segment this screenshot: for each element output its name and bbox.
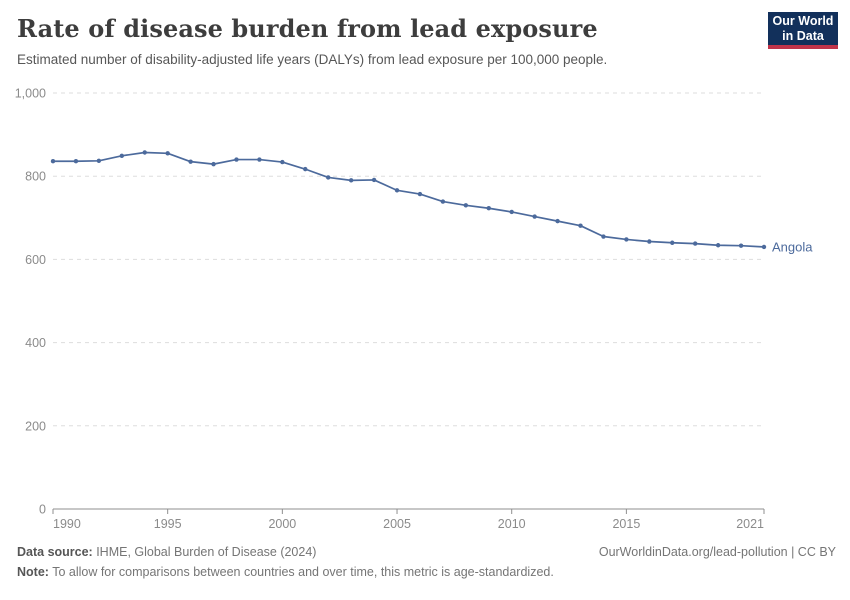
data-point: [463, 203, 469, 208]
footer-url: OurWorldinData.org/lead-pollution | CC B…: [598, 545, 836, 559]
y-tick-label: 600: [25, 253, 46, 267]
y-tick-label: 400: [25, 336, 46, 350]
datasource-value: IHME, Global Burden of Disease (2024): [92, 545, 317, 559]
data-point: [234, 157, 239, 162]
x-tick-label: 2015: [612, 517, 640, 531]
footer-note-row: Note: To allow for comparisons between c…: [17, 562, 836, 582]
note-value: To allow for comparisons between countri…: [48, 565, 554, 579]
chart-footer: Data source: IHME, Global Burden of Dise…: [17, 542, 836, 582]
data-point: [96, 158, 102, 164]
y-tick-label: 200: [25, 419, 46, 433]
data-point: [394, 188, 400, 193]
data-point: [624, 237, 629, 242]
datasource-label: Data source:: [17, 545, 93, 559]
owid-logo-line1: Our World: [772, 13, 834, 28]
data-point: [738, 243, 744, 248]
y-tick-label: 1,000: [15, 87, 46, 101]
data-point: [670, 240, 675, 245]
data-point: [417, 191, 423, 197]
data-point: [188, 159, 193, 164]
y-tick-label: 800: [25, 170, 46, 184]
data-point: [692, 241, 698, 246]
x-tick-label: 2010: [498, 517, 526, 531]
x-tick-label: 1995: [154, 517, 182, 531]
data-point: [73, 159, 79, 164]
footer-source-row: Data source: IHME, Global Burden of Dise…: [17, 542, 836, 562]
data-point: [326, 175, 331, 180]
data-point: [715, 243, 721, 248]
data-point: [303, 166, 308, 172]
x-tick-label: 1990: [53, 517, 81, 531]
data-point: [371, 177, 377, 183]
series-label-angola: Angola: [772, 239, 813, 254]
data-point: [348, 178, 354, 183]
data-point: [509, 209, 514, 215]
data-point: [440, 199, 446, 204]
data-point: [578, 223, 583, 228]
data-point: [119, 153, 125, 159]
page-title: Rate of disease burden from lead exposur…: [17, 14, 598, 43]
x-tick-label: 2000: [268, 517, 296, 531]
data-point: [647, 239, 652, 244]
data-point: [257, 157, 262, 162]
owid-logo: Our World in Data: [768, 12, 838, 49]
chart-subtitle: Estimated number of disability-adjusted …: [17, 52, 608, 67]
data-point: [761, 244, 767, 250]
data-point: [50, 159, 56, 164]
data-point: [486, 206, 491, 211]
data-point: [280, 159, 285, 165]
data-point: [555, 218, 560, 224]
data-point: [532, 214, 537, 219]
data-point: [211, 161, 216, 167]
data-point: [601, 234, 606, 239]
note-label: Note:: [17, 565, 49, 579]
owid-logo-line2: in Data: [782, 28, 824, 43]
data-point: [142, 150, 147, 155]
x-tick-label: 2021: [736, 517, 764, 531]
x-tick-label: 2005: [383, 517, 411, 531]
data-point: [165, 151, 170, 156]
y-tick-label: 0: [39, 503, 46, 517]
data-line-angola: [52, 151, 765, 248]
